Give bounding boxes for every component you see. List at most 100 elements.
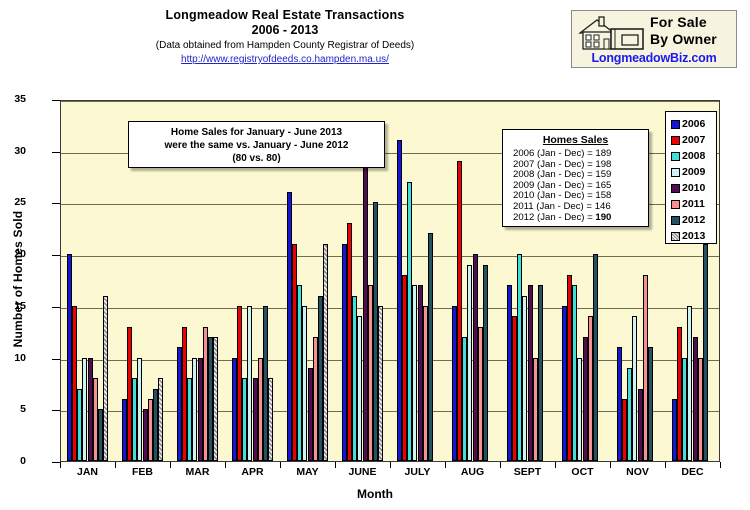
x-tick-label-aug: AUG [460,466,485,478]
bar-2006-mar [176,347,182,461]
summary-row: 2011 (Jan - Dec) = 146 [513,200,611,212]
x-tick-mark [500,462,501,468]
summary-row: 2006 (Jan - Dec) = 189 [513,148,612,159]
bar-2008-may [297,285,303,461]
annotation-line-2: were the same vs. January - June 2012 [164,140,349,151]
x-tick-label-june: JUNE [348,466,377,478]
y-tick-label: 20 [14,248,26,261]
bar-2012-july [427,233,434,461]
legend-item-2013[interactable]: 2013 [671,228,716,244]
bar-2010-jan [87,357,93,461]
bar-2008-june [352,295,358,461]
legend-item-2011[interactable]: 2011 [671,196,716,212]
y-tick-label: 30 [14,144,26,157]
legend-item-2010[interactable]: 2010 [671,180,716,196]
x-tick-label-mar: MAR [185,466,210,478]
bar-2006-nov [616,347,622,461]
legend-label-2013: 2013 [682,230,706,242]
bar-2007-nov [621,398,628,461]
x-tick-mark [665,462,666,468]
bar-2011-july [422,305,428,461]
bar-2006-feb [121,398,127,461]
bar-2009-oct [577,357,583,461]
bar-2012-dec [702,243,709,461]
bar-2011-sept [532,357,538,461]
legend-swatch-2008 [671,151,680,161]
bar-2008-feb [132,378,138,461]
bar-2007-jan [71,305,78,461]
bar-2011-nov [642,274,648,461]
bar-2008-jan [77,388,83,461]
legend-label-2008: 2008 [682,150,706,162]
homes-sales-summary-box: Homes Sales 2006 (Jan - Dec) = 189 2007 (… [502,129,649,227]
gridline [61,307,719,309]
y-tick-label: 15 [14,299,26,312]
gridline [61,411,719,413]
gridline [61,204,719,206]
bar-2011-dec [697,357,703,461]
x-tick-label-july: JULY [404,466,431,478]
summary-row: 2010 (Jan - Dec) = 158 [513,190,612,202]
legend-item-2009[interactable]: 2009 [671,164,716,180]
legend-label-2009: 2009 [682,166,706,178]
bar-2012-feb [152,388,159,461]
x-tick-mark [60,462,61,468]
y-tick-mark [52,151,60,153]
summary-rows: 2006 (Jan - Dec) = 189 2007 (Jan - Dec) =… [503,148,648,223]
bar-2012-jan [97,409,104,461]
bar-2013-apr [268,378,274,461]
x-tick-label-apr: APR [241,466,264,478]
bar-2009-mar [192,357,198,461]
bar-2012-oct [592,254,599,461]
logo-text: For Sale By Owner [650,14,736,48]
legend-item-2012[interactable]: 2012 [671,212,716,228]
bar-2006-may [286,192,292,461]
bar-2006-apr [231,357,237,461]
legend-item-2007[interactable]: 2007 [671,132,716,148]
chart-source-note: (Data obtained from Hampden County Regis… [155,40,415,51]
bar-2007-apr [236,305,243,461]
bar-2008-mar [187,378,193,461]
bar-2012-may [317,295,324,461]
bar-2006-dec [671,398,677,461]
bar-2010-oct [582,336,588,461]
bar-2006-oct [561,305,567,461]
bar-2009-july [412,285,418,461]
x-tick-label-nov: NOV [626,466,649,478]
y-tick-label: 5 [20,403,26,416]
bar-2008-dec [682,357,688,461]
bar-2007-july [401,274,408,461]
gridline [61,359,719,361]
y-tick-mark [52,410,60,412]
x-tick-label-feb: FEB [132,466,153,478]
y-tick-label: 10 [14,351,26,364]
gridline [61,256,719,258]
legend-item-2006[interactable]: 2006 [671,116,716,132]
legend-swatch-2009 [671,167,680,177]
bar-2008-sept [517,254,523,461]
x-tick-mark [610,462,611,468]
legend-label-2010: 2010 [682,182,706,194]
gridline [61,152,719,154]
bar-2010-dec [692,336,698,461]
bar-2006-jan [66,254,72,461]
source-url-link[interactable]: http://www.registryofdeeds.co.hampden.ma… [181,54,389,65]
y-tick-mark [52,462,60,463]
bar-2012-aug [482,264,489,461]
x-tick-label-jan: JAN [76,466,98,478]
summary-row-value: 146 [594,200,611,212]
bar-2008-apr [242,378,248,461]
legend-item-2008[interactable]: 2008 [671,148,716,164]
for-sale-by-owner-logo[interactable]: For Sale By Owner LongmeadowBiz.com [571,10,737,68]
bar-2013-mar [213,336,219,461]
x-tick-label-oct: OCT [571,466,594,478]
annotation-line-1: Home Sales for January - June 2013 [170,127,343,138]
bar-2008-nov [627,367,633,461]
legend-swatch-2012 [671,215,680,225]
bar-2006-july [396,140,402,461]
bar-2013-feb [158,378,164,461]
x-tick-mark [390,462,391,468]
x-tick-mark [170,462,171,468]
bar-2007-feb [126,326,133,461]
y-tick-mark [52,203,60,205]
